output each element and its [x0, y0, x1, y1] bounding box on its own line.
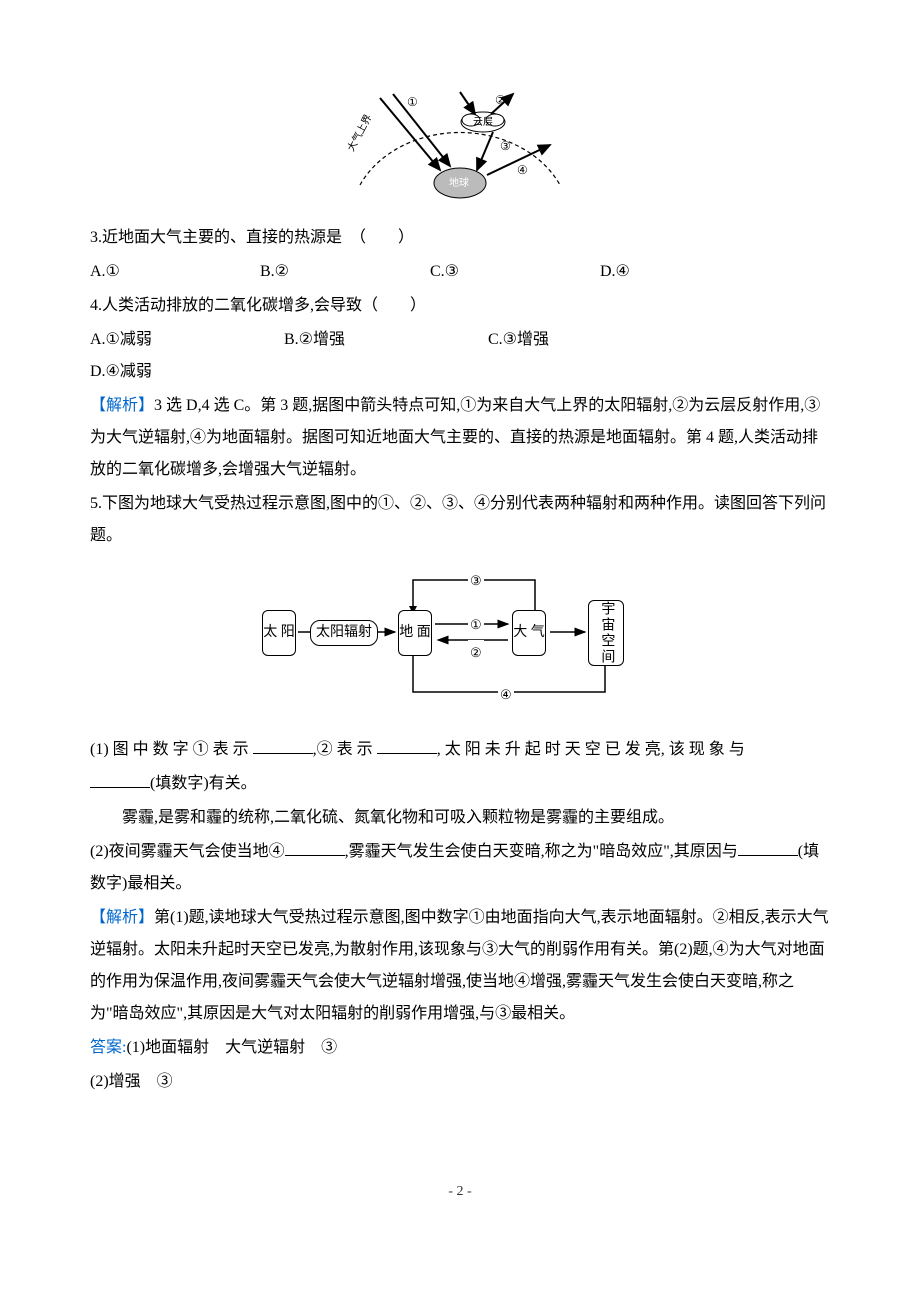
diag1-cloud: 云层 [473, 116, 493, 128]
q5-p1-b: ,② 表 示 [313, 741, 377, 758]
q4-opt-b: B.②增强 [284, 324, 484, 356]
q5-intro: 5.下图为地球大气受热过程示意图,图中的①、②、③、④分别代表两种辐射和两种作用… [90, 488, 830, 552]
q3-options: A.① B.② C.③ D.④ [90, 256, 830, 288]
blank-3 [90, 771, 150, 788]
q4-options: A.①减弱 B.②增强 C.③增强 D.④减弱 [90, 324, 830, 388]
diag1-atm: 大气上界 [345, 112, 374, 153]
q5-p2-b: ,雾霾天气发生会使白天变暗,称之为"暗岛效应",其原因与 [345, 843, 738, 860]
q5-p1-c: , 太 阳 未 升 起 时 天 空 已 发 亮, 该 现 象 与 [437, 741, 745, 758]
answer-5b: (2)增强 ③ [90, 1066, 830, 1098]
diag2-n1: ① [468, 612, 484, 638]
q4-opt-c: C.③增强 [488, 324, 678, 356]
q3-stem: 3.近地面大气主要的、直接的热源是 （ ） [90, 222, 830, 254]
q5-p1-a: (1) 图 中 数 字 ① 表 示 [90, 741, 253, 758]
diag2-sun: 太 阳 [262, 610, 296, 656]
figure-atmosphere-diagram: ① ② ③ ④ 云层 地球 大气上界 [90, 90, 830, 212]
figure-heat-process: 太 阳 太阳辐射 地 面 大 气 宇宙空间 ① ② ③ ④ [90, 562, 830, 724]
answer-label: 答案: [90, 1039, 126, 1056]
q5-part1: (1) 图 中 数 字 ① 表 示 ,② 表 示 , 太 阳 未 升 起 时 天… [90, 734, 830, 766]
diag1-n4: ④ [517, 163, 528, 177]
blank-5 [738, 839, 798, 856]
diag1-earth: 地球 [449, 176, 469, 189]
q3-opt-b: B.② [260, 256, 430, 288]
blank-4 [285, 839, 345, 856]
q4-opt-a: A.①减弱 [90, 324, 280, 356]
q3-opt-c: C.③ [430, 256, 600, 288]
q3-opt-d: D.④ [600, 256, 770, 288]
diag2-n3: ③ [468, 568, 484, 594]
diag2-n4: ④ [498, 682, 514, 708]
blank-1 [253, 737, 313, 754]
analysis-34: 【解析】3 选 D,4 选 C。第 3 题,据图中箭头特点可知,①为来自大气上界… [90, 390, 830, 486]
answer-5: 答案:(1)地面辐射 大气逆辐射 ③ [90, 1032, 830, 1064]
q5-p2-a: (2)夜间雾霾天气会使当地④ [90, 843, 285, 860]
diag2-atm: 大 气 [512, 610, 546, 656]
diag1-n1: ① [407, 95, 418, 109]
blank-2 [377, 737, 437, 754]
q5-p1-d: (填数字)有关。 [150, 775, 257, 792]
q5-part2: (2)夜间雾霾天气会使当地④ ,雾霾天气发生会使白天变暗,称之为"暗岛效应",其原… [90, 836, 830, 900]
analysis-34-label: 【解析】 [90, 397, 154, 414]
analysis-5: 【解析】第(1)题,读地球大气受热过程示意图,图中数字①由地面指向大气,表示地面… [90, 902, 830, 1030]
diag2-solar: 太阳辐射 [310, 620, 378, 646]
q5-part1b: (填数字)有关。 [90, 768, 830, 800]
page-number: - 2 - [90, 1178, 830, 1206]
analysis-34-text: 3 选 D,4 选 C。第 3 题,据图中箭头特点可知,①为来自大气上界的太阳辐… [90, 397, 820, 478]
diag2-space: 宇宙空间 [588, 600, 624, 666]
analysis-5-label: 【解析】 [90, 909, 154, 926]
diag1-n3: ③ [500, 139, 511, 153]
diag2-n2: ② [468, 640, 484, 666]
q4-stem: 4.人类活动排放的二氧化碳增多,会导致（ ） [90, 290, 830, 322]
analysis-5-text: 第(1)题,读地球大气受热过程示意图,图中数字①由地面指向大气,表示地面辐射。②… [90, 909, 829, 1022]
answer-l1: (1)地面辐射 大气逆辐射 ③ [126, 1039, 337, 1056]
diag2-ground: 地 面 [398, 610, 432, 656]
q4-opt-d: D.④减弱 [90, 356, 250, 388]
q5-haze: 雾霾,是雾和霾的统称,二氧化硫、氮氧化物和可吸入颗粒物是雾霾的主要组成。 [90, 802, 830, 834]
diag1-n2: ② [495, 93, 506, 107]
q3-opt-a: A.① [90, 256, 260, 288]
